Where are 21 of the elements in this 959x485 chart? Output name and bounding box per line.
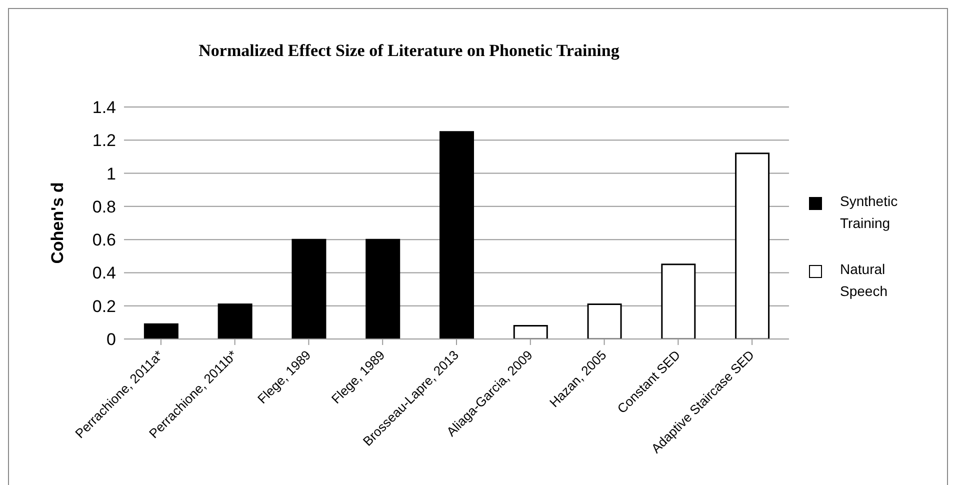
- y-tick-label: 1.2: [92, 131, 116, 150]
- y-tick-label: 0: [106, 330, 116, 350]
- bar: [735, 152, 770, 339]
- bar: [439, 131, 474, 339]
- bar: [587, 303, 622, 339]
- y-tick-label: 0.8: [92, 197, 116, 216]
- bar: [513, 324, 548, 339]
- legend-label: Synthetic Training: [840, 192, 899, 233]
- bar: [292, 238, 326, 339]
- y-tick-label: 0.2: [92, 296, 116, 316]
- chart-title: Normalized Effect Size of Literature on Phonetic Training: [198, 41, 620, 61]
- y-axis-title: Cohen's d: [48, 182, 68, 264]
- y-tick-label: 1: [106, 164, 116, 184]
- y-tick-label: 1.4: [92, 98, 116, 118]
- bar: [218, 303, 252, 339]
- legend-label: Natural Speech: [840, 260, 888, 301]
- bar: [661, 264, 696, 339]
- bar: [366, 238, 400, 339]
- y-tick-label: 0.6: [92, 230, 116, 250]
- bar: [144, 323, 178, 339]
- y-tick-label: 0.4: [92, 264, 116, 283]
